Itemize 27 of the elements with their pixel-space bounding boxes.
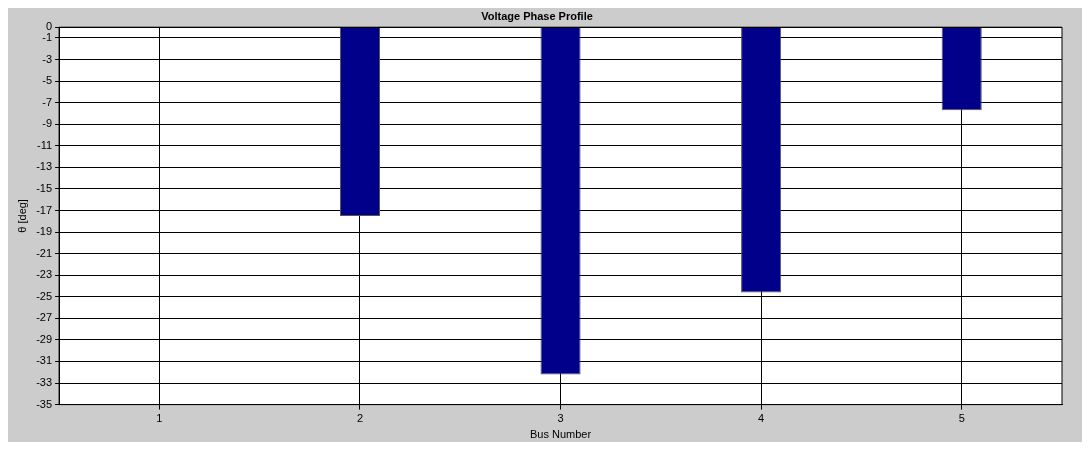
x-tick-label: 3 [557, 412, 564, 425]
x-axis-title: Bus Number [529, 428, 592, 441]
y-tick-label: -21 [36, 246, 53, 259]
x-tick-label: 4 [758, 412, 765, 425]
y-tick-label: -29 [36, 332, 53, 345]
y-tick-label: -19 [36, 225, 53, 238]
x-tick-label: 2 [356, 412, 364, 425]
y-tick-label: -27 [36, 311, 53, 324]
chart-title: Voltage Phase Profile [481, 9, 593, 22]
x-tick-label: 1 [156, 412, 163, 425]
y-tick-label: -9 [42, 117, 53, 130]
y-tick-label: -3 [42, 52, 53, 65]
y-tick-label: -13 [36, 160, 53, 173]
y-tick-label: -17 [36, 203, 53, 216]
y-tick-label: -15 [36, 181, 53, 194]
y-tick-label: -33 [36, 376, 53, 389]
y-tick-label: -11 [37, 138, 53, 151]
y-axis-title: θ [deg] [15, 199, 28, 233]
y-tick-label: -7 [42, 95, 53, 108]
y-tick-label: -23 [36, 268, 53, 281]
y-tick-label: -25 [36, 289, 53, 302]
y-tick-label: -5 [42, 74, 53, 87]
y-tick-label: -35 [36, 397, 53, 410]
y-tick-label: 0 [45, 20, 53, 33]
y-tick-label: -1 [42, 31, 53, 44]
y-tick-label: -31 [36, 354, 53, 367]
x-tick-label: 5 [958, 412, 965, 425]
